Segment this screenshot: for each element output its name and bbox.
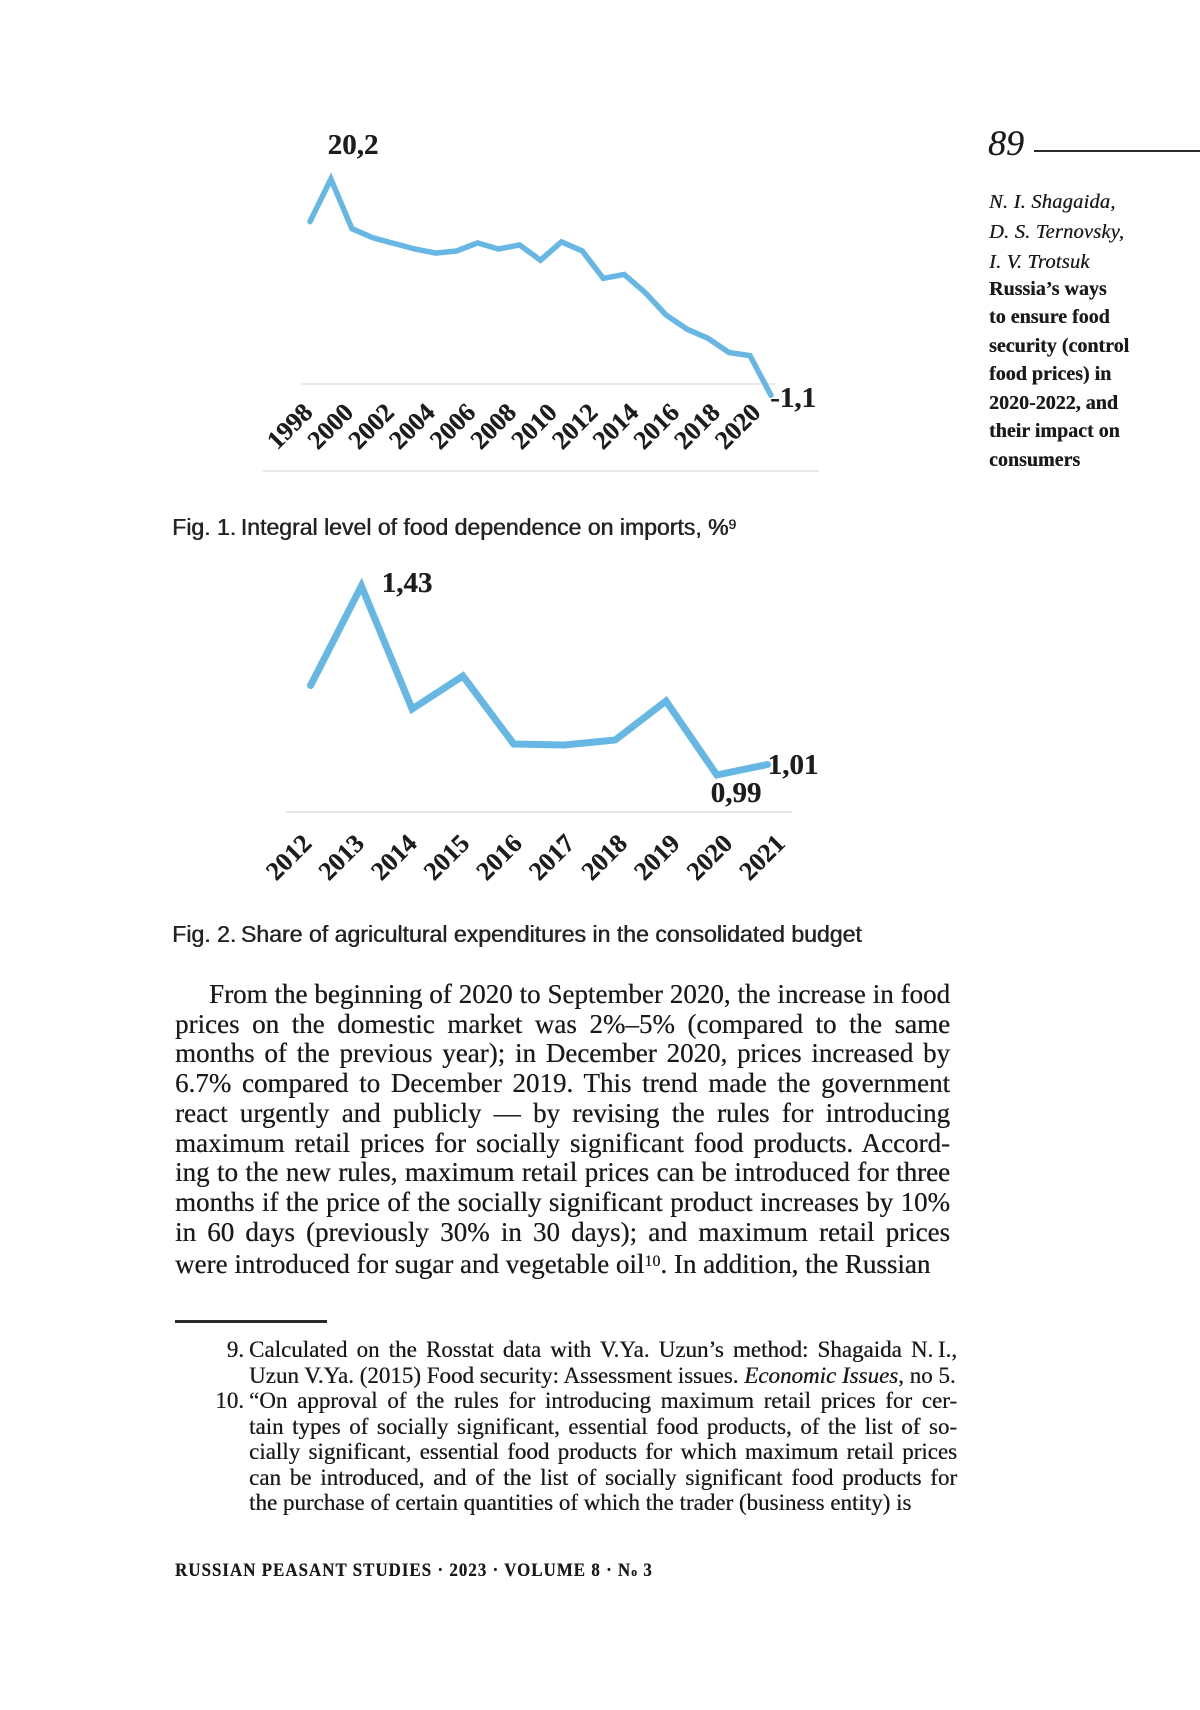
svg-text:2015: 2015 bbox=[418, 829, 475, 886]
svg-text:2016: 2016 bbox=[470, 829, 527, 886]
svg-text:20,2: 20,2 bbox=[328, 129, 379, 161]
svg-text:2014: 2014 bbox=[365, 829, 422, 886]
svg-text:2019: 2019 bbox=[628, 829, 685, 886]
svg-text:2018: 2018 bbox=[576, 829, 633, 886]
svg-text:2012: 2012 bbox=[260, 829, 317, 886]
svg-text:1,43: 1,43 bbox=[382, 567, 433, 599]
svg-text:1,01: 1,01 bbox=[768, 749, 819, 781]
svg-text:-1,1: -1,1 bbox=[770, 382, 816, 414]
svg-text:2020: 2020 bbox=[681, 829, 738, 886]
svg-text:2013: 2013 bbox=[313, 829, 370, 886]
svg-text:2021: 2021 bbox=[733, 829, 790, 886]
svg-text:0,99: 0,99 bbox=[711, 777, 762, 809]
svg-text:2017: 2017 bbox=[523, 829, 580, 886]
